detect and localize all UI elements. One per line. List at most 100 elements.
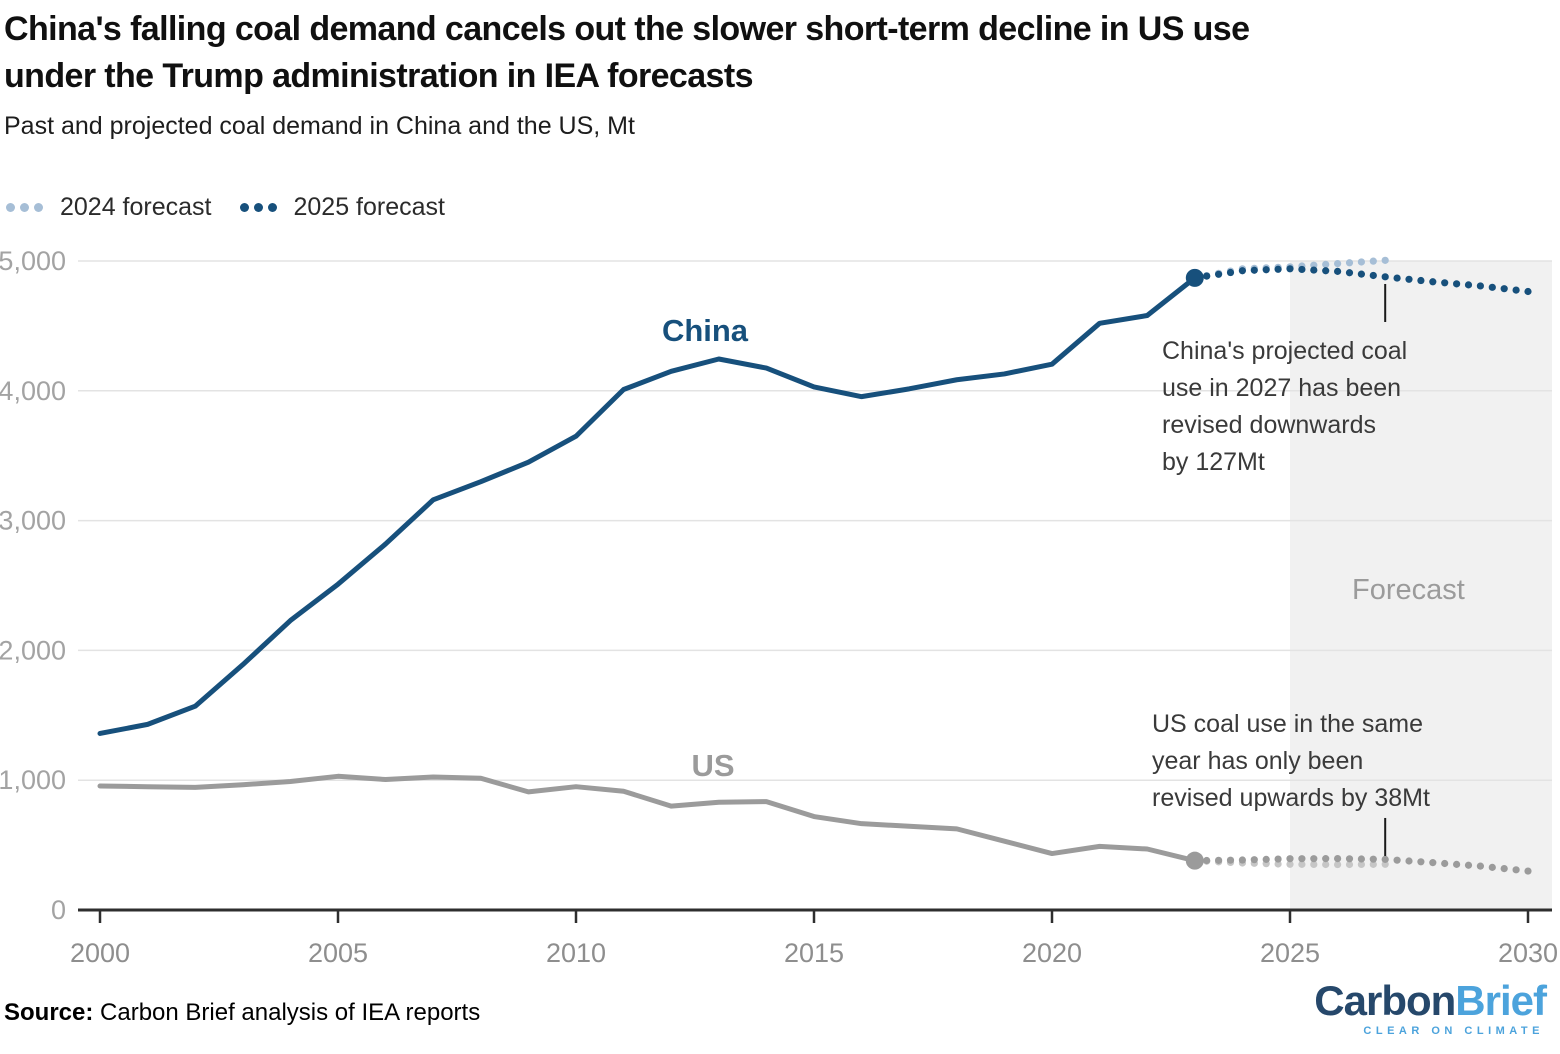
forecast-dot xyxy=(1393,856,1401,864)
us-annotation: US coal use in the same year has only be… xyxy=(1152,710,1430,812)
forecast-dot xyxy=(1203,272,1211,280)
forecast-dot xyxy=(1322,260,1330,269)
carbonbrief-logo: CarbonBrief CLEAR ON CLIMATE xyxy=(1314,977,1547,1038)
forecast-dot xyxy=(1298,265,1306,274)
y-tick-label: 5,000 xyxy=(0,246,66,276)
y-tick-label: 3,000 xyxy=(0,506,66,536)
forecast-dot xyxy=(1441,279,1449,287)
china-2025-forecast-dots xyxy=(1203,265,1532,296)
source-label: Source: xyxy=(4,999,94,1026)
forecast-dot xyxy=(1226,856,1235,864)
us-2025-forecast-dots xyxy=(1203,854,1532,875)
y-tick-label: 1,000 xyxy=(0,765,66,795)
forecast-dot xyxy=(1369,860,1377,868)
forecast-dot xyxy=(1441,859,1449,868)
forecast-dot xyxy=(1310,266,1318,274)
forecast-dot xyxy=(1238,856,1246,864)
forecast-dot xyxy=(1369,257,1377,265)
forecast-dot xyxy=(1274,855,1282,863)
x-tick-label: 2025 xyxy=(1260,938,1320,968)
logo-tagline: CLEAR ON CLIMATE xyxy=(1363,1025,1544,1037)
forecast-dot xyxy=(1286,855,1294,863)
legend-2025-forecast-label: 2025 forecast xyxy=(293,192,446,221)
x-tick-label: 2015 xyxy=(784,938,844,968)
us-series-label: US xyxy=(691,748,734,783)
forecast-dot xyxy=(1250,856,1258,864)
forecast-dot xyxy=(1310,860,1318,869)
china-series-label: China xyxy=(662,313,749,348)
forecast-dot xyxy=(1417,858,1425,866)
forecast-dot xyxy=(1453,860,1461,868)
forecast-dot xyxy=(1512,866,1520,874)
x-tick-label: 2020 xyxy=(1022,938,1082,968)
forecast-dot xyxy=(1262,266,1270,274)
forecast-label: Forecast xyxy=(1352,574,1465,606)
forecast-dot xyxy=(1215,856,1223,864)
x-tick-label: 2030 xyxy=(1498,938,1558,968)
forecast-dot xyxy=(1464,861,1473,869)
source-line: Source: Carbon Brief analysis of IEA rep… xyxy=(4,999,480,1027)
forecast-dot xyxy=(1393,274,1401,282)
forecast-dot xyxy=(1476,862,1484,870)
y-tick-label: 2,000 xyxy=(0,635,66,665)
forecast-dot xyxy=(1274,860,1282,868)
forecast-dot xyxy=(1476,282,1484,290)
forecast-dot xyxy=(1238,267,1246,275)
forecast-dot xyxy=(1298,855,1306,863)
forecast-dot xyxy=(1334,259,1342,268)
forecast-dot xyxy=(1381,855,1389,863)
forecast-dot xyxy=(1286,265,1294,273)
series-end-dot xyxy=(1185,268,1204,287)
forecast-dot xyxy=(1203,856,1211,865)
forecast-dot xyxy=(1524,287,1532,296)
source-text: Carbon Brief analysis of IEA reports xyxy=(93,999,481,1026)
forecast-dot xyxy=(1381,273,1389,281)
chart-title: China's falling coal demand cancels out … xyxy=(4,10,1250,95)
forecast-dot xyxy=(1512,286,1520,294)
forecast-dot xyxy=(1322,855,1330,863)
forecast-dot xyxy=(1262,855,1270,863)
legend-2024-forecast-label: 2024 forecast xyxy=(60,192,212,221)
forecast-dot xyxy=(1226,268,1235,277)
x-tick-label: 2010 xyxy=(546,938,606,968)
forecast-dot xyxy=(1274,265,1282,273)
forecast-dot xyxy=(1215,270,1223,278)
forecast-dot xyxy=(1357,258,1365,266)
series-end-dot xyxy=(1185,851,1204,870)
forecast-dot xyxy=(1405,275,1413,283)
forecast-dot xyxy=(1417,276,1425,285)
legend-2024-forecast-dots-icon xyxy=(6,202,48,212)
forecast-dot xyxy=(1524,867,1532,875)
china-line xyxy=(97,275,1198,736)
forecast-dot xyxy=(1250,266,1258,274)
chart-subtitle: Past and projected coal demand in China … xyxy=(4,112,635,140)
forecast-dot xyxy=(1488,863,1496,871)
forecast-dot xyxy=(1357,855,1365,863)
forecast-dot xyxy=(1500,864,1508,873)
forecast-dot xyxy=(1369,855,1377,863)
forecast-dot xyxy=(1334,267,1342,275)
forecast-dot xyxy=(1381,256,1389,264)
x-tick-label: 2000 xyxy=(70,938,130,968)
forecast-dot xyxy=(1286,860,1294,868)
y-tick-label: 0 xyxy=(51,895,66,925)
forecast-dot xyxy=(1357,270,1365,278)
forecast-dot xyxy=(1429,278,1437,286)
china-annotation: China's projected coal use in 2027 has b… xyxy=(1162,337,1408,476)
forecast-dot xyxy=(1345,269,1354,277)
forecast-dot xyxy=(1357,860,1365,869)
forecast-dot xyxy=(1310,855,1318,863)
forecast-dot xyxy=(1464,281,1473,289)
forecast-dot xyxy=(1405,857,1413,865)
forecast-dot xyxy=(1334,860,1342,869)
forecast-dot xyxy=(1500,285,1508,293)
forecast-dot xyxy=(1298,860,1306,868)
forecast-dot xyxy=(1369,271,1377,280)
forecast-region xyxy=(1290,261,1552,910)
forecast-dot xyxy=(1488,283,1496,291)
forecast-dot xyxy=(1322,267,1330,275)
logo-brief: Brief xyxy=(1455,977,1547,1024)
forecast-dot xyxy=(1345,860,1354,869)
forecast-dot xyxy=(1334,854,1342,863)
forecast-dot xyxy=(1381,860,1389,868)
